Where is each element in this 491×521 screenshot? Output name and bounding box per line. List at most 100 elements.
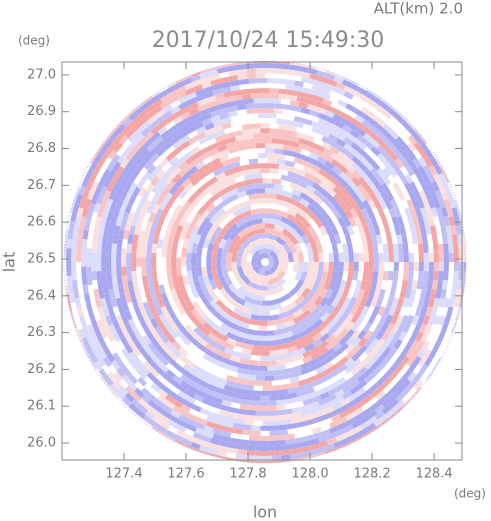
radar-cell xyxy=(246,108,256,115)
radar-cell xyxy=(368,225,376,236)
radar-cell xyxy=(269,314,280,321)
radar-cell xyxy=(251,430,261,436)
radar-cell xyxy=(407,386,418,397)
radar-cell xyxy=(369,125,380,135)
radar-cell xyxy=(278,389,289,396)
radar-cell xyxy=(299,192,310,202)
radar-cell xyxy=(299,242,308,253)
radar-cell xyxy=(274,148,284,155)
radar-cell xyxy=(316,353,328,363)
radar-cell xyxy=(343,143,354,153)
radar-cell xyxy=(313,325,324,335)
radar-cell xyxy=(70,311,75,321)
radar-cell xyxy=(110,173,120,185)
radar-cell xyxy=(137,137,148,148)
radar-cell xyxy=(351,329,362,340)
radar-cell xyxy=(130,297,139,308)
radar-cell xyxy=(321,373,332,383)
radar-cell xyxy=(230,437,241,445)
radar-cell xyxy=(169,192,179,203)
radar-cell xyxy=(442,280,449,290)
radar-cell xyxy=(243,338,254,346)
radar-cell xyxy=(433,315,441,326)
radar-cell xyxy=(102,306,110,317)
radar-cell xyxy=(219,440,230,448)
radar-cell xyxy=(289,176,300,185)
radar-cell xyxy=(402,297,410,308)
radar-cell xyxy=(76,280,83,290)
radar-cell xyxy=(302,398,313,406)
radar-cell xyxy=(338,335,349,346)
radar-cell xyxy=(350,83,361,92)
radar-cell xyxy=(364,216,373,227)
radar-cell xyxy=(155,345,166,356)
radar-cell xyxy=(370,345,380,357)
radar-cell xyxy=(86,162,93,172)
radar-cell xyxy=(365,88,375,96)
radar-cell xyxy=(243,219,254,229)
radar-cell xyxy=(307,287,317,299)
radar-cell xyxy=(440,288,447,299)
radar-cell xyxy=(438,340,447,352)
radar-cell xyxy=(311,84,322,92)
radar-cell xyxy=(187,193,197,204)
radar-cell xyxy=(145,104,156,114)
radar-cell xyxy=(112,332,121,343)
radar-cell xyxy=(287,130,298,137)
radar-cell xyxy=(237,286,248,296)
radar-cell xyxy=(350,148,361,159)
radar-cell xyxy=(308,152,319,161)
radar-cell xyxy=(413,252,419,262)
radar-cell xyxy=(368,191,378,202)
radar-cell xyxy=(319,288,328,299)
radar-cell xyxy=(280,174,291,182)
radar-cell xyxy=(68,293,76,304)
radar-cell xyxy=(213,167,224,177)
radar-cell xyxy=(137,415,146,423)
radar-cell xyxy=(291,327,302,336)
radar-cell xyxy=(436,181,446,192)
radar-cell xyxy=(165,340,175,351)
radar-cell xyxy=(385,190,395,202)
radar-cell xyxy=(211,152,222,161)
x-tick-label: 127.8 xyxy=(229,467,266,482)
radar-cell xyxy=(418,190,428,201)
radar-cell xyxy=(339,342,350,353)
radar-cell xyxy=(138,398,149,409)
radar-cell xyxy=(358,337,368,348)
radar-cell xyxy=(73,288,80,299)
radar-cell xyxy=(239,154,250,161)
radar-cell xyxy=(180,134,191,144)
radar-cell xyxy=(383,262,389,272)
radar-cell xyxy=(351,155,362,166)
radar-cell xyxy=(212,203,223,214)
radar-cell xyxy=(267,277,279,286)
radar-cell xyxy=(424,364,434,376)
radar-cell xyxy=(288,226,299,237)
radar-cell xyxy=(260,88,270,94)
radar-cell xyxy=(324,405,335,415)
radar-cell xyxy=(236,190,248,199)
radar-cell xyxy=(309,438,320,446)
radar-cell xyxy=(81,257,87,267)
radar-cell xyxy=(438,315,446,326)
radar-cell xyxy=(155,140,166,150)
radar-cell xyxy=(88,310,96,322)
radar-cell xyxy=(192,84,203,92)
radar-cell xyxy=(146,203,155,214)
radar-cell xyxy=(271,303,282,311)
radar-cell xyxy=(350,372,361,382)
radar-cell xyxy=(226,178,237,187)
radar-cell xyxy=(424,157,433,168)
radar-cell xyxy=(265,269,272,276)
radar-cell xyxy=(153,135,164,146)
radar-cell xyxy=(284,196,296,205)
radar-cell xyxy=(172,279,181,291)
radar-cell xyxy=(357,344,368,356)
radar-cell xyxy=(301,295,312,306)
radar-cell xyxy=(349,233,358,245)
radar-cell xyxy=(294,270,303,282)
radar-cell xyxy=(262,460,272,463)
radar-cell xyxy=(121,275,128,286)
radar-cell xyxy=(448,315,457,326)
